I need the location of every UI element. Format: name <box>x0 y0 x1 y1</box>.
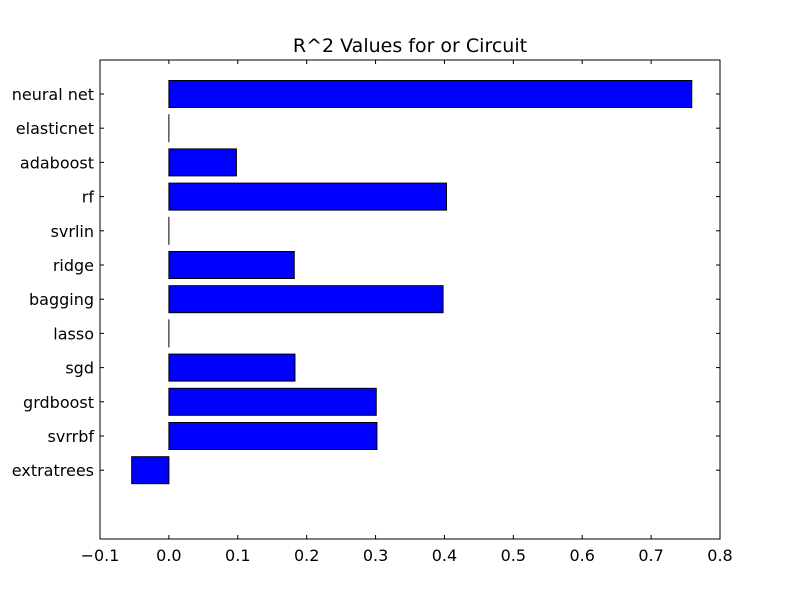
x-tick-label: 0.8 <box>707 546 732 565</box>
y-tick-label: neural net <box>12 85 94 104</box>
x-tick-label: 0.0 <box>156 546 181 565</box>
bar-bagging <box>168 285 444 314</box>
plot-frame <box>99 59 721 540</box>
x-tick-label: 0.1 <box>225 546 250 565</box>
bar-ridge <box>168 251 295 279</box>
y-tick-label: sgd <box>65 359 94 378</box>
x-tick-label: 0.4 <box>432 546 457 565</box>
y-tick-label: adaboost <box>20 153 94 172</box>
bar-extratrees <box>131 456 170 485</box>
y-tick-label: extratrees <box>12 461 94 480</box>
x-tick-label: −0.1 <box>81 546 120 565</box>
bar-neural-net <box>168 80 693 108</box>
x-tick-label: 0.3 <box>363 546 388 565</box>
x-tick-label: 0.2 <box>294 546 319 565</box>
x-tick-label: 0.6 <box>569 546 594 565</box>
x-axis: −0.1 0.0 0.1 0.2 0.3 0.4 0.5 0.6 0.7 0.8 <box>81 60 733 565</box>
bar-svrrbf <box>168 422 378 450</box>
y-tick-label: lasso <box>53 324 94 343</box>
bar-sgd <box>168 353 296 382</box>
x-tick-label: 0.7 <box>638 546 663 565</box>
chart-title: R^2 Values for or Circuit <box>293 35 527 57</box>
y-tick-label: elasticnet <box>16 119 94 138</box>
bar-grdboost <box>168 387 377 416</box>
x-tick-label: 0.5 <box>501 546 526 565</box>
y-tick-label: bagging <box>29 290 94 309</box>
bars-group <box>131 80 693 485</box>
y-tick-label: grdboost <box>23 393 94 412</box>
y-tick-label: svrlin <box>51 222 94 241</box>
y-tick-label: ridge <box>53 256 94 275</box>
y-tick-label: svrrbf <box>48 427 95 446</box>
y-tick-label: rf <box>82 188 95 207</box>
bar-adaboost <box>168 148 237 177</box>
bar-rf <box>168 182 448 211</box>
y-axis: neural net elasticnet adaboost rf svrlin ridg… <box>12 85 720 480</box>
